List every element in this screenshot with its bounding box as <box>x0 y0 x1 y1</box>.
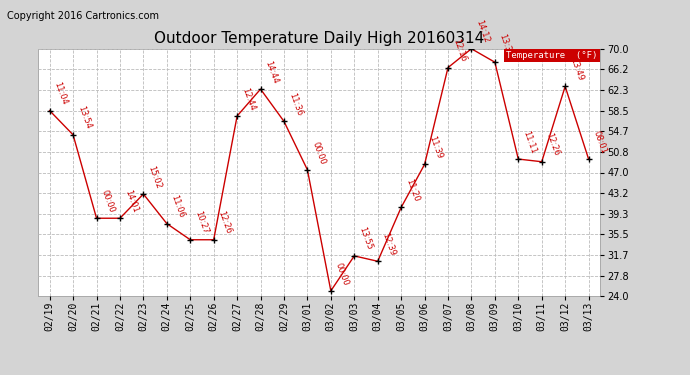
Text: 11:11: 11:11 <box>521 129 538 155</box>
Text: 12:26: 12:26 <box>544 132 561 158</box>
Text: 14:44: 14:44 <box>264 59 280 85</box>
Text: 11:39: 11:39 <box>427 135 444 160</box>
Text: 12:44: 12:44 <box>240 86 257 112</box>
Text: 00:00: 00:00 <box>310 140 327 165</box>
Text: 12:39: 12:39 <box>380 231 397 257</box>
Text: 13:55: 13:55 <box>357 226 374 252</box>
Text: 00:00: 00:00 <box>99 189 116 214</box>
Text: Copyright 2016 Cartronics.com: Copyright 2016 Cartronics.com <box>7 11 159 21</box>
Text: 13:49: 13:49 <box>568 57 584 82</box>
Text: 00:00: 00:00 <box>334 261 351 286</box>
Text: 08:01: 08:01 <box>591 129 608 155</box>
Text: 14:12: 14:12 <box>474 19 491 45</box>
Text: 15:02: 15:02 <box>146 164 163 190</box>
Text: 11:04: 11:04 <box>52 81 69 106</box>
Text: 14:01: 14:01 <box>123 189 139 214</box>
Text: 13:54: 13:54 <box>76 105 92 130</box>
Text: Temperature  (°F): Temperature (°F) <box>506 51 598 60</box>
Text: 12:16: 12:16 <box>451 38 467 63</box>
Text: 11:20: 11:20 <box>404 178 420 203</box>
Text: 10:27: 10:27 <box>193 210 210 236</box>
Text: 11:36: 11:36 <box>287 92 304 117</box>
Text: 12:26: 12:26 <box>217 210 233 236</box>
Text: 11:06: 11:06 <box>170 194 186 219</box>
Title: Outdoor Temperature Daily High 20160314: Outdoor Temperature Daily High 20160314 <box>154 31 484 46</box>
Text: 13:33: 13:33 <box>497 32 514 58</box>
